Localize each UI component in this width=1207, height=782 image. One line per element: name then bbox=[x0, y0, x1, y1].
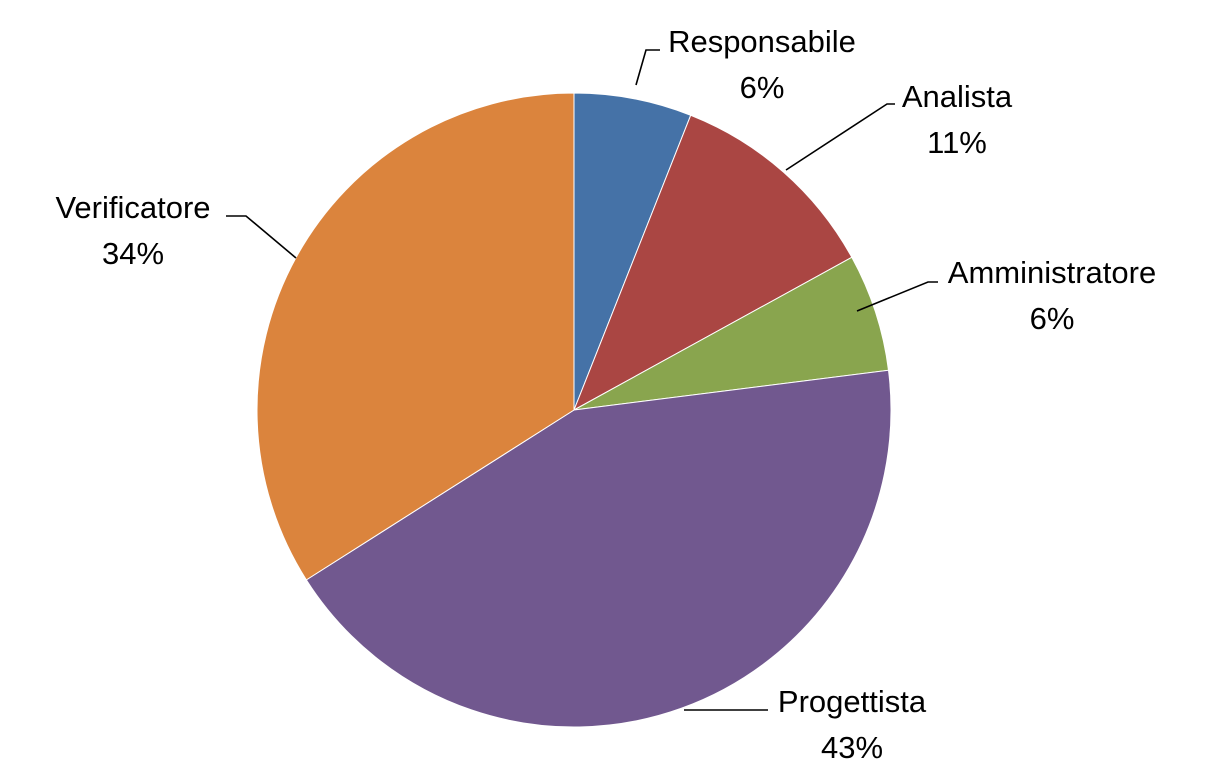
slice-label-responsabile: Responsabile bbox=[668, 24, 856, 59]
slice-percent-responsabile: 6% bbox=[740, 70, 785, 105]
leader-line-responsabile bbox=[635, 49, 660, 86]
leader-line-verificatore bbox=[226, 215, 297, 259]
pie-slices bbox=[256, 92, 892, 728]
slice-percent-verificatore: 34% bbox=[102, 236, 164, 271]
slice-label-progettista: Progettista bbox=[778, 684, 927, 719]
leader-line-analista bbox=[785, 103, 895, 171]
pie-slice-analista bbox=[573, 114, 853, 412]
pie-slice-responsabile bbox=[573, 92, 692, 411]
slice-label-amministratore: Amministratore bbox=[948, 255, 1156, 290]
slice-percent-amministratore: 6% bbox=[1030, 301, 1075, 336]
pie-slice-progettista bbox=[305, 369, 892, 728]
slice-labels: Responsabile 6% Analista 11% Amministratore 6… bbox=[55, 24, 1156, 765]
leader-lines bbox=[226, 49, 938, 711]
pie-slice-amministratore bbox=[573, 256, 890, 411]
slice-label-analista: Analista bbox=[902, 79, 1013, 114]
slice-percent-analista: 11% bbox=[927, 125, 987, 160]
slice-percent-progettista: 43% bbox=[821, 730, 883, 765]
slice-label-verificatore: Verificatore bbox=[55, 190, 210, 225]
leader-line-amministratore bbox=[856, 281, 938, 312]
